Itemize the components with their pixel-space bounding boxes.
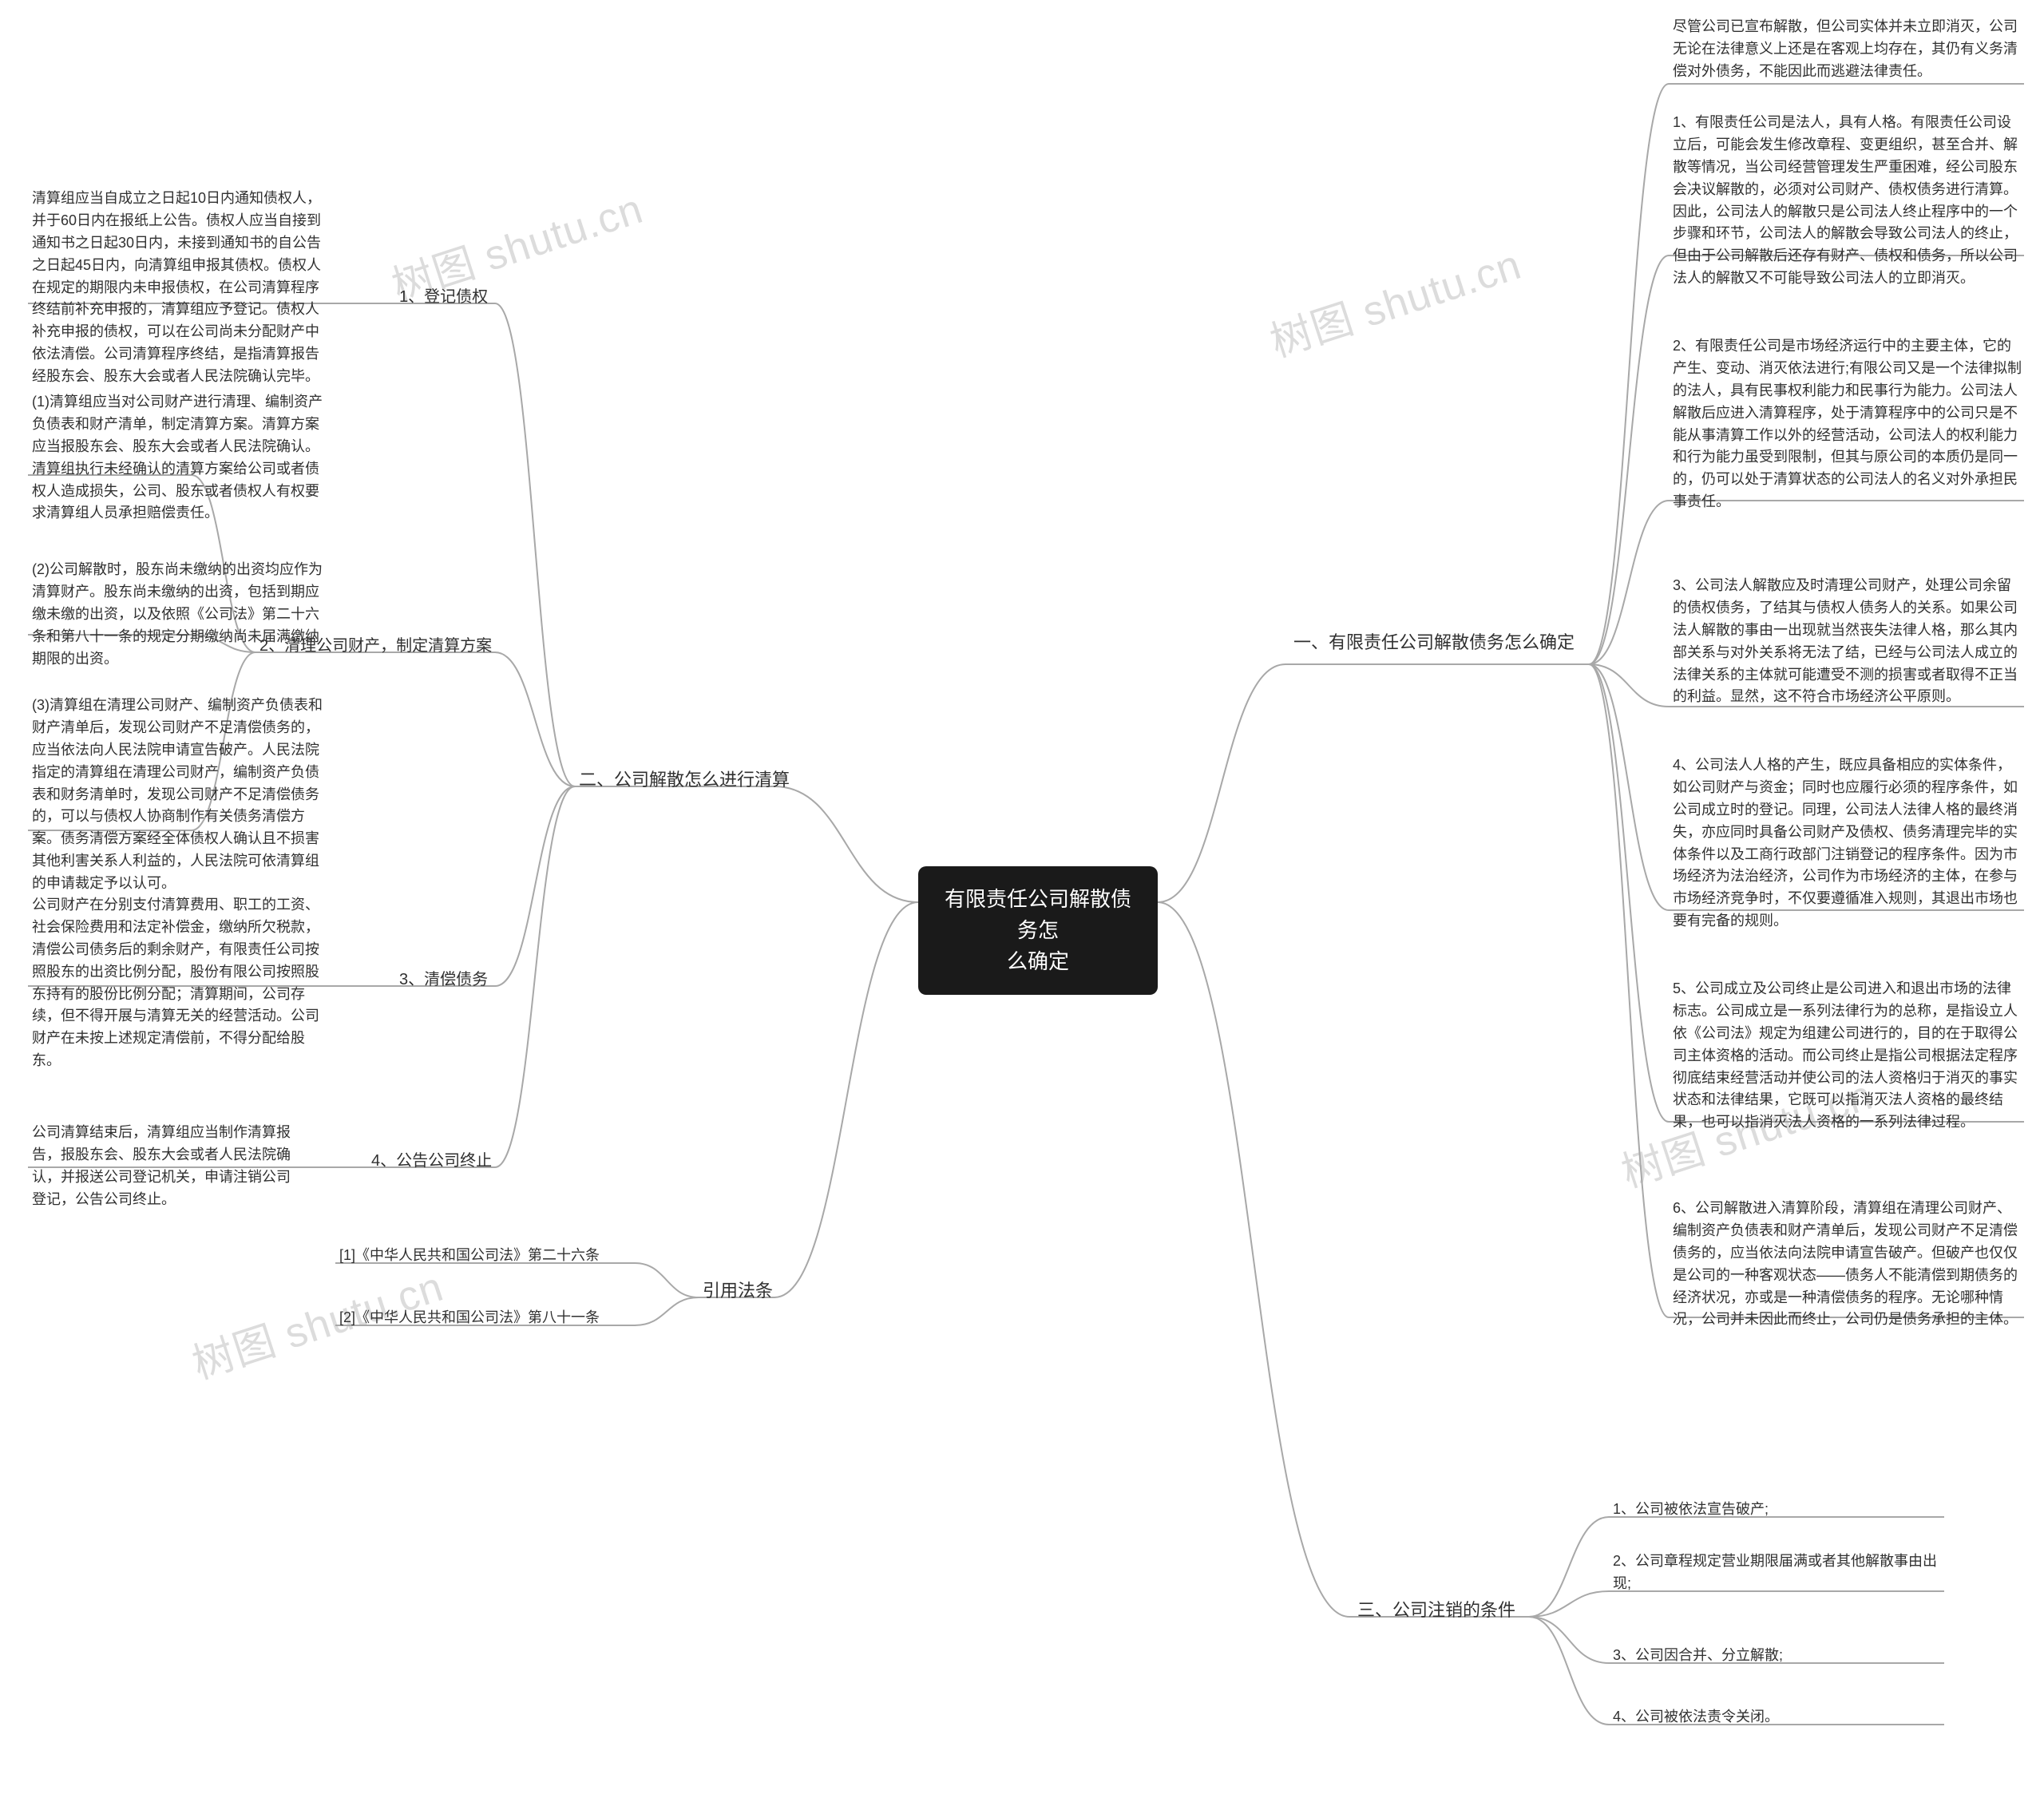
leaf-b2-2: 公司财产在分别支付清算费用、职工的工资、社会保险费用和法定补偿金，缴纳所欠税款，… xyxy=(32,894,331,1072)
leaf-r3-2: 3、公司因合并、分立解散; xyxy=(1613,1645,1940,1667)
leaf-b2-3: 公司清算结束后，清算组应当制作清算报告，报股东会、股东大会或者人民法院确认，并报… xyxy=(32,1122,303,1211)
leaf-b2-1-0: (1)清算组应当对公司财产进行清理、编制资产负债表和财产清单，制定清算方案。清算… xyxy=(32,391,331,525)
sub-b2-3: 4、公告公司终止 xyxy=(371,1149,492,1174)
branch-left-ref: 引用法条 xyxy=(703,1277,773,1305)
sub-b2-0: 1、登记债权 xyxy=(399,285,488,310)
leaf-r1-1: 1、有限责任公司是法人，具有人格。有限责任公司设立后，可能会发生修改章程、变更组… xyxy=(1673,112,2024,290)
watermark: 树图 shutu.cn xyxy=(1262,231,1527,368)
mindmap-canvas: 树图 shutu.cn 树图 shutu.cn 树图 shutu.cn 树图 s… xyxy=(0,0,2044,1806)
leaf-r3-0: 1、公司被依法宣告破产; xyxy=(1613,1499,1940,1521)
leaf-r1-6: 6、公司解散进入清算阶段，清算组在清理公司财产、编制资产负债表和财产清单后，发现… xyxy=(1673,1198,2024,1331)
root-text-2: 么确定 xyxy=(939,946,1137,977)
leaf-r1-3: 3、公司法人解散应及时清理公司财产，处理公司余留的债权债务，了结其与债权人债务人… xyxy=(1673,575,2024,708)
leaf-r1-2: 2、有限责任公司是市场经济运行中的主要主体，它的产生、变动、消灭依法进行;有限公… xyxy=(1673,335,2024,513)
root-node: 有限责任公司解散债务怎 么确定 xyxy=(918,866,1158,995)
leaf-r1-4: 4、公司法人人格的产生，既应具备相应的实体条件，如公司财产与资金；同时也应履行必… xyxy=(1673,754,2024,933)
leaf-ref-1: [2]《中华人民共和国公司法》第八十一条 xyxy=(339,1307,635,1329)
branch-left-2: 二、公司解散怎么进行清算 xyxy=(579,766,790,794)
leaf-b2-1-1: (2)公司解散时，股东尚未缴纳的出资均应作为清算财产。股东尚未缴纳的出资，包括到… xyxy=(32,559,331,670)
sub-b2-2: 3、清偿债务 xyxy=(399,968,488,992)
leaf-r3-1: 2、公司章程规定营业期限届满或者其他解散事由出现; xyxy=(1613,1551,1940,1595)
leaf-ref-0: [1]《中华人民共和国公司法》第二十六条 xyxy=(339,1245,635,1267)
branch-right-1: 一、有限责任公司解散债务怎么确定 xyxy=(1293,629,1589,656)
leaf-r1-5: 5、公司成立及公司终止是公司进入和退出市场的法律标志。公司成立是一系列法律行为的… xyxy=(1673,978,2024,1134)
branch-right-3: 三、公司注销的条件 xyxy=(1357,1597,1515,1624)
leaf-r1-0: 尽管公司已宣布解散，但公司实体并未立即消灭，公司无论在法律意义上还是在客观上均存… xyxy=(1673,16,2024,83)
leaf-b2-0: 清算组应当自成立之日起10日内通知债权人，并于60日内在报纸上公告。债权人应当自… xyxy=(32,188,331,388)
leaf-b2-1-2: (3)清算组在清理公司财产、编制资产负债表和财产清单后，发现公司财产不足清偿债务… xyxy=(32,695,331,895)
leaf-r3-3: 4、公司被依法责令关闭。 xyxy=(1613,1706,1940,1729)
root-text-1: 有限责任公司解散债务怎 xyxy=(939,884,1137,946)
